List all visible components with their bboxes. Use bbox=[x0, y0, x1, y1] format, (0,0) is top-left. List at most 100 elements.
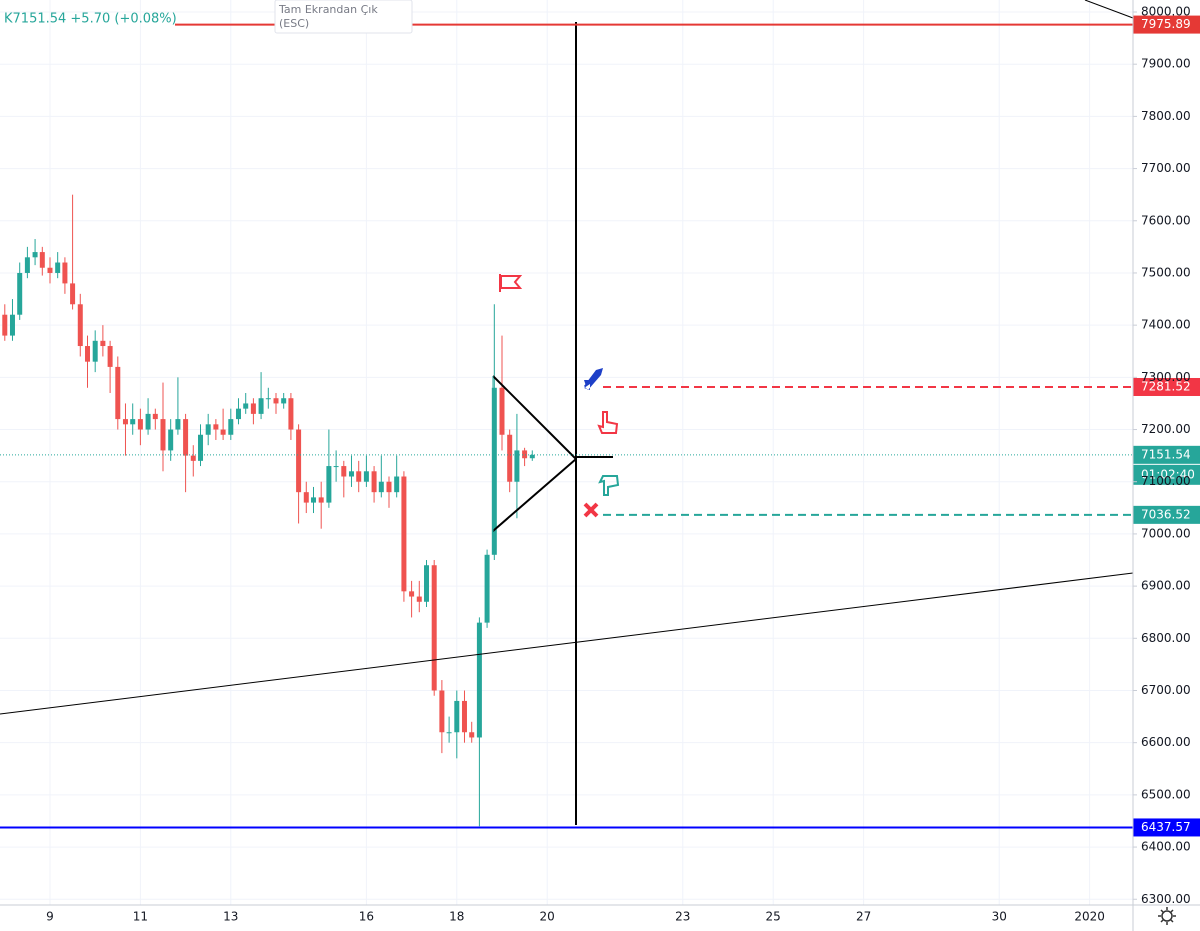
x-tick-label: 16 bbox=[359, 910, 374, 924]
countdown-bg bbox=[1133, 464, 1200, 485]
candle-body bbox=[235, 408, 241, 420]
candle-body bbox=[409, 591, 415, 597]
candle-body bbox=[476, 622, 482, 738]
price-label: 7036.52 bbox=[1141, 507, 1191, 521]
x-tick-label: 2020 bbox=[1074, 910, 1105, 924]
candle-body bbox=[401, 476, 407, 592]
candle-body bbox=[529, 454, 535, 459]
y-tick-label: 7500.00 bbox=[1141, 265, 1191, 279]
candle-body bbox=[32, 252, 38, 258]
candle-body bbox=[363, 471, 369, 482]
y-tick-label: 6700.00 bbox=[1141, 683, 1191, 697]
trend-line bbox=[1084, 0, 1134, 19]
price-label-bg bbox=[1133, 505, 1200, 524]
candle-body bbox=[514, 450, 520, 482]
price-label: 7151.54 bbox=[1141, 447, 1191, 461]
candle-body bbox=[183, 419, 189, 456]
candle-body bbox=[386, 481, 392, 493]
candle-body bbox=[243, 403, 249, 409]
price-label-bg bbox=[1133, 445, 1200, 464]
candle-body bbox=[228, 419, 234, 435]
hand-up-icon bbox=[597, 411, 619, 434]
candle-body bbox=[70, 283, 76, 305]
y-tick-label: 7600.00 bbox=[1141, 213, 1191, 227]
candle-body bbox=[250, 403, 256, 414]
candle-body bbox=[175, 419, 181, 430]
candle-body bbox=[288, 398, 294, 430]
candle-body bbox=[47, 267, 53, 273]
y-tick-label: 7300.00 bbox=[1141, 370, 1191, 384]
candle-body bbox=[115, 366, 121, 420]
candle-body bbox=[92, 340, 98, 362]
price-label-bg bbox=[1133, 15, 1200, 34]
y-tick-label: 6600.00 bbox=[1141, 735, 1191, 749]
triangle-edge bbox=[492, 458, 577, 532]
candle-body bbox=[378, 481, 384, 493]
candle-body bbox=[190, 455, 196, 461]
candle-body bbox=[220, 429, 226, 435]
candle-body bbox=[107, 346, 113, 367]
candle-body bbox=[24, 257, 30, 273]
price-label-bg bbox=[1133, 818, 1200, 837]
candle-body bbox=[522, 450, 528, 459]
candle-body bbox=[100, 340, 106, 347]
candle-body bbox=[318, 497, 324, 503]
y-tick-label: 6400.00 bbox=[1141, 840, 1191, 854]
y-tick-label: 7400.00 bbox=[1141, 318, 1191, 332]
levels: 7975.89 7281.52 7151.54 01:02:40 7036.52 6437… bbox=[0, 15, 1200, 837]
candle-body bbox=[281, 398, 287, 404]
candle-body bbox=[484, 554, 490, 623]
x-tick-label: 11 bbox=[133, 910, 148, 924]
candle-body bbox=[431, 565, 437, 691]
tooltip-text: Tam Ekrandan Çık bbox=[278, 3, 378, 16]
candle-body bbox=[326, 466, 332, 503]
x-tick-label: 30 bbox=[992, 910, 1007, 924]
x-tick-label: 9 bbox=[46, 910, 54, 924]
candle-body bbox=[160, 419, 166, 451]
price-label: 7975.89 bbox=[1141, 17, 1191, 31]
trend-line bbox=[0, 572, 1134, 715]
x-tick-label: 25 bbox=[766, 910, 781, 924]
candle-body bbox=[507, 434, 513, 482]
candle-body bbox=[55, 262, 61, 273]
y-tick-label: 6800.00 bbox=[1141, 631, 1191, 645]
countdown: 01:02:40 bbox=[1141, 467, 1195, 481]
candle-body bbox=[446, 732, 452, 734]
candle-body bbox=[311, 497, 317, 503]
y-tick-label: 7200.00 bbox=[1141, 422, 1191, 436]
candle-body bbox=[205, 424, 211, 435]
candle-body bbox=[258, 398, 264, 414]
price-label: 6437.57 bbox=[1141, 820, 1191, 834]
tooltip: Tam Ekrandan Çık (ESC) bbox=[274, 0, 413, 34]
candle-body bbox=[145, 413, 151, 430]
x-tick-label: 23 bbox=[675, 910, 690, 924]
settings-icon[interactable] bbox=[1158, 907, 1176, 925]
symbol-info: K7151.54 +5.70 (+0.08%) bbox=[4, 12, 177, 27]
price-label: 7281.52 bbox=[1141, 379, 1191, 393]
candle-body bbox=[273, 398, 279, 404]
candle-body bbox=[2, 314, 8, 336]
candle-body bbox=[469, 732, 475, 738]
candle-body bbox=[303, 492, 309, 503]
candle-body bbox=[17, 272, 23, 315]
hand-down-icon bbox=[598, 475, 620, 496]
candle-body bbox=[265, 398, 271, 400]
grid bbox=[0, 0, 1133, 905]
rocket-icon bbox=[584, 368, 603, 390]
candle-body bbox=[122, 419, 128, 425]
y-tick-label: 7000.00 bbox=[1141, 526, 1191, 540]
candle-body bbox=[39, 252, 45, 268]
candle-body bbox=[341, 466, 347, 477]
candle-body bbox=[356, 471, 362, 482]
stop-icon bbox=[583, 502, 599, 518]
candle-body bbox=[137, 419, 143, 430]
y-tick-label: 7100.00 bbox=[1141, 474, 1191, 488]
drawings bbox=[0, 0, 1134, 825]
price-label-bg bbox=[1133, 377, 1200, 396]
candle-body bbox=[198, 434, 204, 461]
candle-body bbox=[491, 387, 497, 555]
flag-icon bbox=[499, 274, 523, 292]
tooltip-text: (ESC) bbox=[279, 17, 309, 30]
x-tick-label: 27 bbox=[856, 910, 871, 924]
